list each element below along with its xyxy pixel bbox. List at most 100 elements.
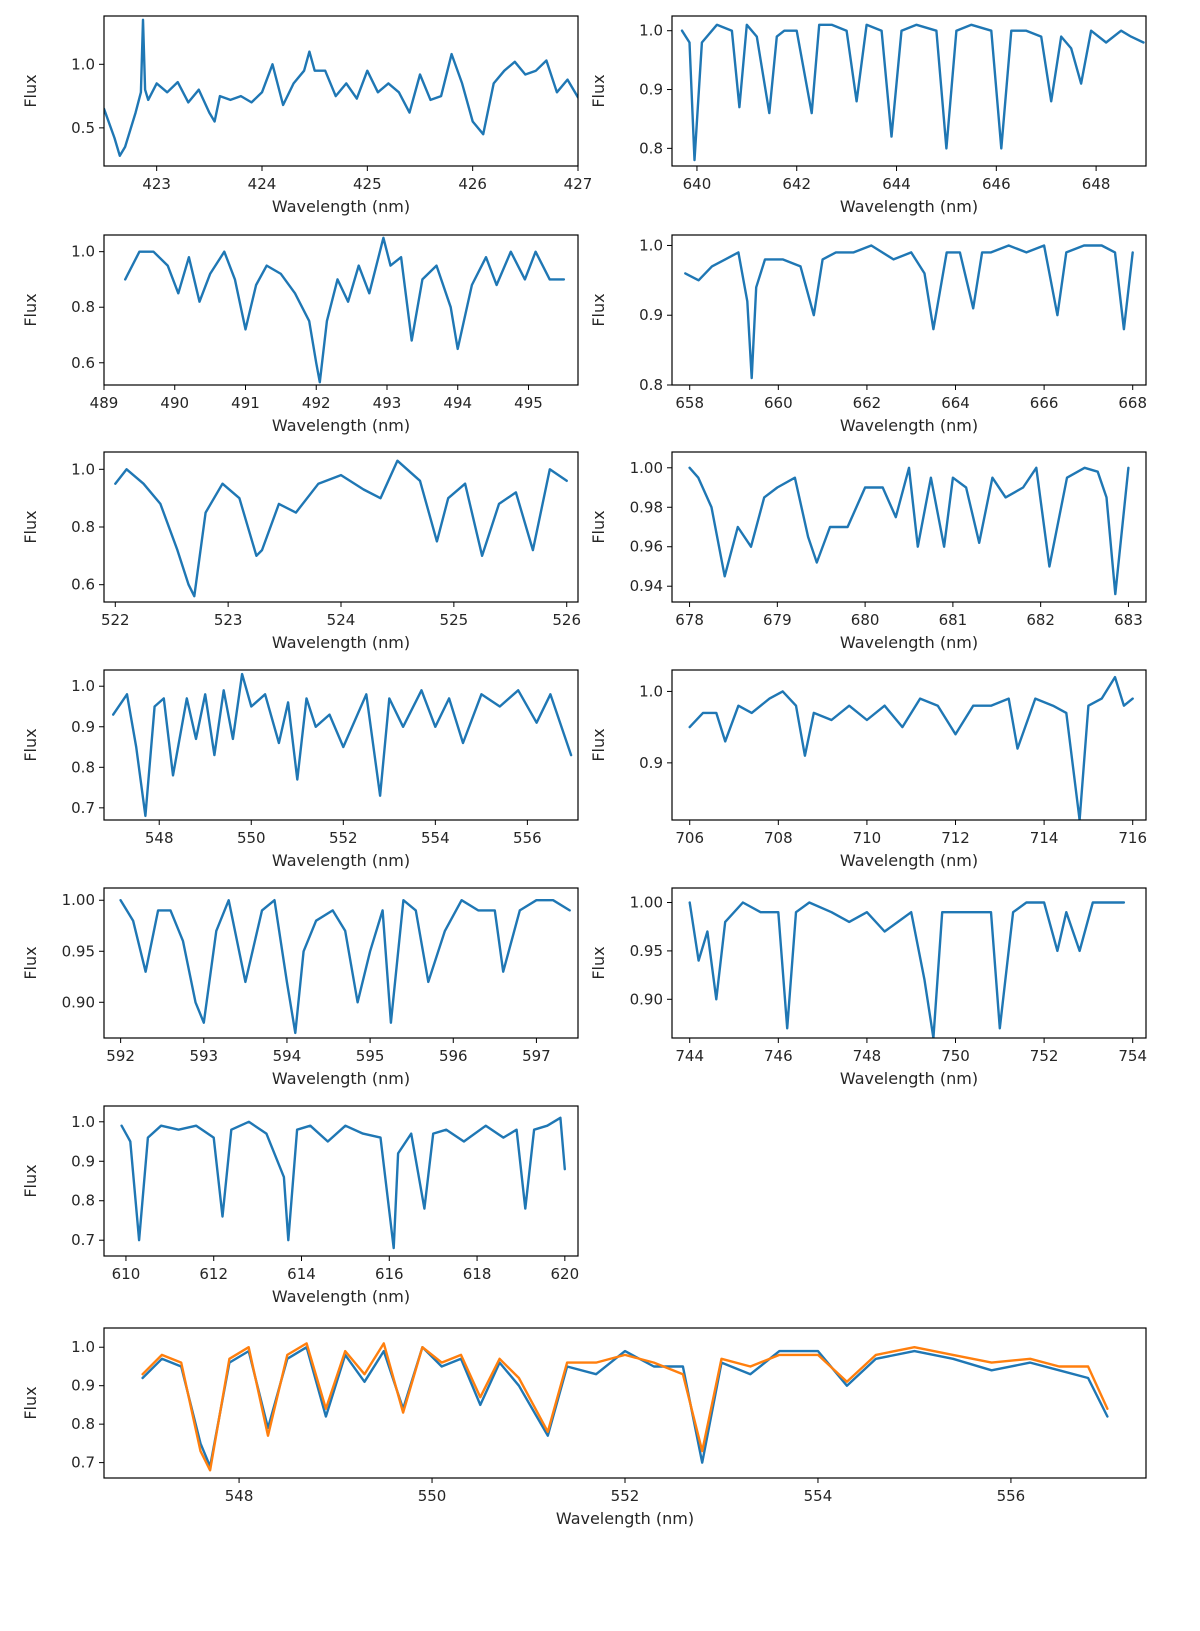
x-tick-label: 712: [941, 829, 970, 847]
panel-p12: 548 550 552 554 556 0.7 0.8 0.9 1.0 Wavelength (n…: [21, 1327, 1147, 1528]
x-tick-label: 556: [997, 1487, 1026, 1505]
y-tick-label: 0.8: [71, 298, 95, 316]
x-tick-label: 754: [1118, 1047, 1147, 1065]
series-line-p5-1: [114, 459, 568, 598]
x-tick-label: 596: [439, 1047, 468, 1065]
x-tick-label: 666: [1030, 394, 1059, 412]
x-tick-label: 679: [763, 611, 792, 629]
y-tick-label: 0.90: [630, 990, 663, 1008]
y-tick-label: 0.95: [630, 942, 663, 960]
x-tick-label: 748: [853, 1047, 882, 1065]
x-axis-label: Wavelength (nm): [272, 197, 410, 216]
x-tick-label: 616: [375, 1265, 404, 1283]
x-tick-label: 427: [564, 175, 593, 193]
y-tick-label: 1.0: [639, 682, 663, 700]
x-tick-label: 664: [941, 394, 970, 412]
y-axis-label: Flux: [21, 74, 40, 107]
series-line-p11-1: [120, 1116, 566, 1250]
x-tick-label: 620: [551, 1265, 580, 1283]
x-tick-label: 708: [764, 829, 793, 847]
y-tick-label: 1.0: [639, 236, 663, 254]
x-tick-label: 495: [514, 394, 543, 412]
x-axis-label: Wavelength (nm): [840, 633, 978, 652]
x-tick-label: 492: [302, 394, 331, 412]
x-tick-label: 552: [611, 1487, 640, 1505]
x-tick-label: 595: [356, 1047, 385, 1065]
x-tick-label: 522: [101, 611, 130, 629]
y-axis-label: Flux: [589, 74, 608, 107]
panel-p8: 706 708 710 712 714 716 0.9 1.0 Wavelength (nm) F…: [589, 669, 1147, 870]
panel-p1: 423 424 425 426 427 0.5 1.0 Wavelength (nm) Flux: [21, 15, 593, 216]
series-line-p10-1: [688, 901, 1126, 1038]
y-axis-label: Flux: [21, 1164, 40, 1197]
panel-p9: 592 593 594 595 596 597 0.90 0.95 1.00 Wavelength…: [21, 887, 579, 1088]
x-tick-label: 648: [1082, 175, 1111, 193]
y-tick-label: 0.8: [71, 1415, 95, 1433]
x-tick-label: 644: [882, 175, 911, 193]
y-tick-label: 1.0: [71, 243, 95, 261]
x-tick-label: 716: [1118, 829, 1147, 847]
x-tick-label: 524: [327, 611, 356, 629]
plot-frame: [671, 669, 1147, 821]
x-tick-label: 554: [804, 1487, 833, 1505]
x-tick-label: 610: [112, 1265, 141, 1283]
x-tick-label: 706: [675, 829, 704, 847]
series-line-p9-1: [119, 899, 571, 1035]
x-tick-label: 640: [683, 175, 712, 193]
series-line-p12-2: [141, 1342, 1109, 1472]
x-tick-label: 710: [853, 829, 882, 847]
y-tick-label: 1.0: [71, 1338, 95, 1356]
y-tick-label: 0.9: [639, 81, 663, 99]
y-tick-label: 0.7: [71, 1231, 95, 1249]
panel-p11: 610 612 614 616 618 620 0.7 0.8 0.9 1.0 Wavelength…: [21, 1105, 580, 1306]
y-axis-label: Flux: [589, 510, 608, 543]
x-tick-label: 682: [1026, 611, 1055, 629]
plot-frame: [671, 15, 1147, 167]
y-tick-label: 0.9: [71, 718, 95, 736]
x-tick-label: 750: [941, 1047, 970, 1065]
panel-p10: 744 746 748 750 752 754 0.90 0.95 1.00 Wavelength…: [589, 887, 1147, 1088]
y-tick-label: 1.00: [630, 894, 663, 912]
x-tick-label: 548: [225, 1487, 254, 1505]
x-tick-label: 618: [463, 1265, 492, 1283]
y-tick-label: 1.0: [71, 460, 95, 478]
y-tick-label: 0.98: [630, 498, 663, 516]
y-tick-label: 1.00: [630, 459, 663, 477]
series-line-p1-1: [104, 18, 578, 158]
y-tick-label: 0.8: [639, 139, 663, 157]
x-tick-label: 678: [675, 611, 704, 629]
x-tick-label: 489: [90, 394, 119, 412]
y-tick-label: 0.90: [62, 993, 95, 1011]
y-tick-label: 0.8: [71, 1192, 95, 1210]
y-axis-label: Flux: [21, 728, 40, 761]
plot-frame: [103, 15, 579, 167]
x-tick-label: 646: [982, 175, 1011, 193]
x-tick-label: 612: [199, 1265, 228, 1283]
y-tick-label: 0.9: [71, 1377, 95, 1395]
series-line-p7-1: [111, 672, 573, 818]
x-axis-label: Wavelength (nm): [840, 851, 978, 870]
x-axis-label: Wavelength (nm): [840, 416, 978, 435]
plot-frame: [103, 234, 579, 386]
panel-p5: 522 523 524 525 526 0.6 0.8 1.0 Wavelength (nm) F…: [21, 451, 581, 652]
y-axis-label: Flux: [589, 728, 608, 761]
y-tick-label: 0.9: [639, 306, 663, 324]
x-tick-label: 668: [1118, 394, 1147, 412]
y-tick-label: 1.0: [71, 677, 95, 695]
panel-p4: 658 660 662 664 666 668 0.8 0.9 1.0 Wavelength (n…: [589, 234, 1147, 435]
y-tick-label: 1.00: [62, 891, 95, 909]
panel-p2: 640 642 644 646 648 0.8 0.9 1.0 Wavelength (nm) F…: [589, 15, 1147, 216]
y-tick-label: 0.95: [62, 942, 95, 960]
x-axis-label: Wavelength (nm): [272, 1287, 410, 1306]
x-tick-label: 662: [853, 394, 882, 412]
x-tick-label: 494: [443, 394, 472, 412]
plot-frame: [103, 1105, 579, 1257]
panel-p3: 489 490 491 492 493 494 495 0.6 0.8 1.0 Wavelength…: [21, 234, 579, 435]
series-line-p2-1: [680, 23, 1145, 162]
x-tick-label: 425: [353, 175, 382, 193]
y-tick-label: 1.0: [71, 1113, 95, 1131]
x-tick-label: 660: [764, 394, 793, 412]
x-axis-label: Wavelength (nm): [840, 1069, 978, 1088]
y-tick-label: 0.9: [639, 754, 663, 772]
panel-p7: 548 550 552 554 556 0.7 0.8 0.9 1.0 Wavelength (n…: [21, 669, 579, 870]
